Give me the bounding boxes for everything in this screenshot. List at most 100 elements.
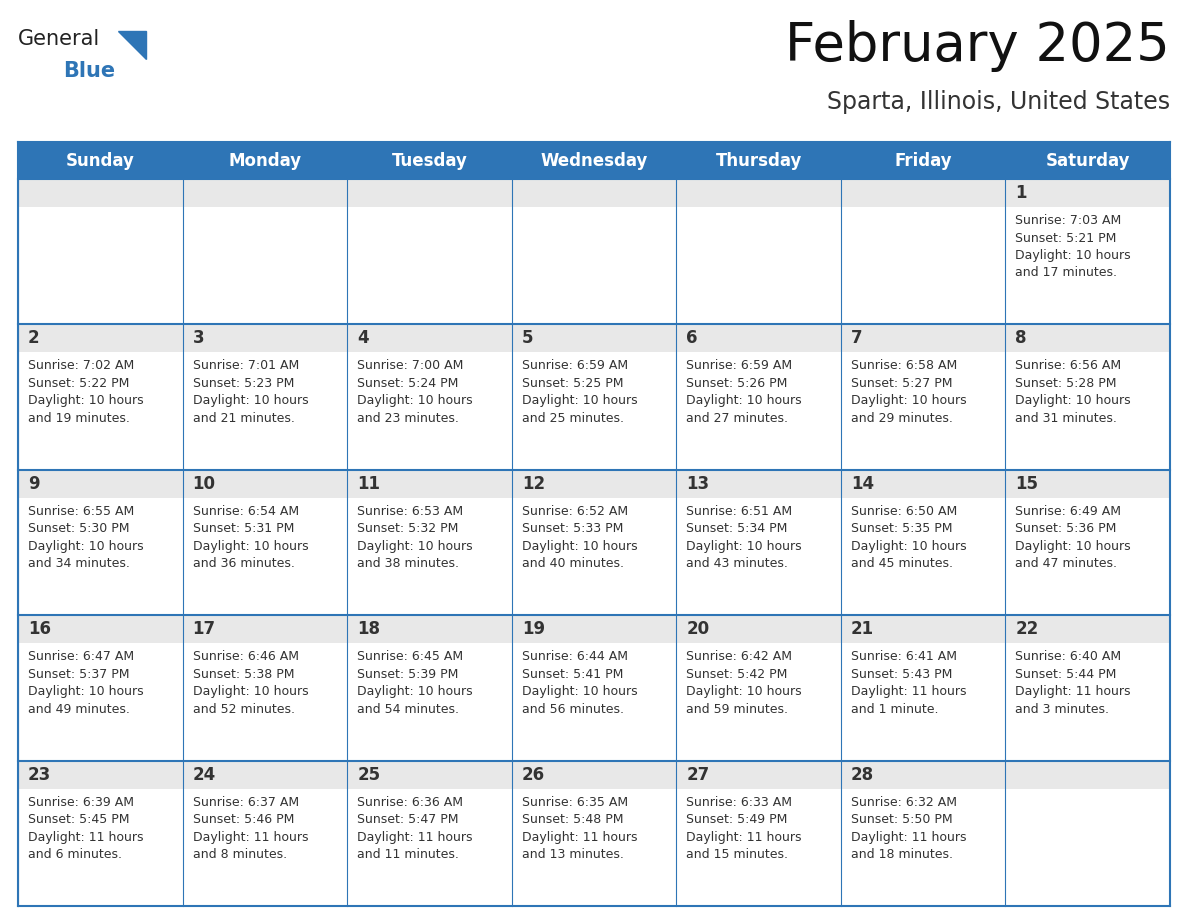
- Text: 19: 19: [522, 621, 545, 638]
- Bar: [1005, 353, 1170, 470]
- Bar: [1005, 789, 1170, 906]
- Text: Wednesday: Wednesday: [541, 151, 647, 170]
- Bar: [841, 644, 1005, 761]
- Text: 22: 22: [1016, 621, 1038, 638]
- Bar: [183, 644, 347, 761]
- Bar: [183, 789, 347, 906]
- Text: Sunday: Sunday: [65, 151, 134, 170]
- Text: Sunrise: 6:44 AM
Sunset: 5:41 PM
Daylight: 10 hours
and 56 minutes.: Sunrise: 6:44 AM Sunset: 5:41 PM Dayligh…: [522, 650, 637, 716]
- Bar: [512, 761, 676, 789]
- Bar: [1005, 615, 1170, 644]
- Bar: [18, 644, 183, 761]
- Bar: [512, 498, 676, 615]
- Bar: [183, 761, 347, 789]
- Bar: [676, 789, 841, 906]
- Bar: [676, 498, 841, 615]
- Text: Sunrise: 6:56 AM
Sunset: 5:28 PM
Daylight: 10 hours
and 31 minutes.: Sunrise: 6:56 AM Sunset: 5:28 PM Dayligh…: [1016, 360, 1131, 425]
- Text: 4: 4: [358, 330, 368, 347]
- Bar: [18, 207, 183, 324]
- Text: Sunrise: 6:33 AM
Sunset: 5:49 PM
Daylight: 11 hours
and 15 minutes.: Sunrise: 6:33 AM Sunset: 5:49 PM Dayligh…: [687, 796, 802, 861]
- Bar: [841, 353, 1005, 470]
- Bar: [676, 470, 841, 498]
- Bar: [18, 179, 183, 207]
- Bar: [347, 470, 512, 498]
- Bar: [1005, 324, 1170, 353]
- Text: February 2025: February 2025: [785, 20, 1170, 72]
- Bar: [676, 207, 841, 324]
- Text: Sunrise: 6:49 AM
Sunset: 5:36 PM
Daylight: 10 hours
and 47 minutes.: Sunrise: 6:49 AM Sunset: 5:36 PM Dayligh…: [1016, 505, 1131, 570]
- Bar: [183, 470, 347, 498]
- Text: Sunrise: 6:59 AM
Sunset: 5:26 PM
Daylight: 10 hours
and 27 minutes.: Sunrise: 6:59 AM Sunset: 5:26 PM Dayligh…: [687, 360, 802, 425]
- Text: Tuesday: Tuesday: [392, 151, 467, 170]
- Text: Sunrise: 6:36 AM
Sunset: 5:47 PM
Daylight: 11 hours
and 11 minutes.: Sunrise: 6:36 AM Sunset: 5:47 PM Dayligh…: [358, 796, 473, 861]
- Text: Sunrise: 6:42 AM
Sunset: 5:42 PM
Daylight: 10 hours
and 59 minutes.: Sunrise: 6:42 AM Sunset: 5:42 PM Dayligh…: [687, 650, 802, 716]
- Text: Sunrise: 6:45 AM
Sunset: 5:39 PM
Daylight: 10 hours
and 54 minutes.: Sunrise: 6:45 AM Sunset: 5:39 PM Dayligh…: [358, 650, 473, 716]
- Bar: [512, 324, 676, 353]
- Bar: [841, 179, 1005, 207]
- Text: 2: 2: [29, 330, 39, 347]
- Text: Sunrise: 7:01 AM
Sunset: 5:23 PM
Daylight: 10 hours
and 21 minutes.: Sunrise: 7:01 AM Sunset: 5:23 PM Dayligh…: [192, 360, 308, 425]
- Text: Saturday: Saturday: [1045, 151, 1130, 170]
- Text: Sunrise: 6:53 AM
Sunset: 5:32 PM
Daylight: 10 hours
and 38 minutes.: Sunrise: 6:53 AM Sunset: 5:32 PM Dayligh…: [358, 505, 473, 570]
- Bar: [841, 498, 1005, 615]
- Text: Sunrise: 6:51 AM
Sunset: 5:34 PM
Daylight: 10 hours
and 43 minutes.: Sunrise: 6:51 AM Sunset: 5:34 PM Dayligh…: [687, 505, 802, 570]
- Text: Sunrise: 7:00 AM
Sunset: 5:24 PM
Daylight: 10 hours
and 23 minutes.: Sunrise: 7:00 AM Sunset: 5:24 PM Dayligh…: [358, 360, 473, 425]
- Text: Friday: Friday: [895, 151, 952, 170]
- Bar: [18, 324, 183, 353]
- Bar: [183, 353, 347, 470]
- Text: 8: 8: [1016, 330, 1026, 347]
- Bar: [676, 644, 841, 761]
- Bar: [512, 615, 676, 644]
- Text: 27: 27: [687, 766, 709, 784]
- Text: Sunrise: 6:59 AM
Sunset: 5:25 PM
Daylight: 10 hours
and 25 minutes.: Sunrise: 6:59 AM Sunset: 5:25 PM Dayligh…: [522, 360, 637, 425]
- Text: 10: 10: [192, 475, 215, 493]
- Text: 15: 15: [1016, 475, 1038, 493]
- Bar: [676, 761, 841, 789]
- Bar: [676, 615, 841, 644]
- Text: Sparta, Illinois, United States: Sparta, Illinois, United States: [827, 90, 1170, 114]
- Text: Sunrise: 7:02 AM
Sunset: 5:22 PM
Daylight: 10 hours
and 19 minutes.: Sunrise: 7:02 AM Sunset: 5:22 PM Dayligh…: [29, 360, 144, 425]
- Text: Sunrise: 6:35 AM
Sunset: 5:48 PM
Daylight: 11 hours
and 13 minutes.: Sunrise: 6:35 AM Sunset: 5:48 PM Dayligh…: [522, 796, 637, 861]
- Text: Sunrise: 6:40 AM
Sunset: 5:44 PM
Daylight: 11 hours
and 3 minutes.: Sunrise: 6:40 AM Sunset: 5:44 PM Dayligh…: [1016, 650, 1131, 716]
- Text: 18: 18: [358, 621, 380, 638]
- Bar: [512, 470, 676, 498]
- Bar: [676, 324, 841, 353]
- Text: 6: 6: [687, 330, 697, 347]
- Bar: [347, 207, 512, 324]
- Text: 11: 11: [358, 475, 380, 493]
- Bar: [347, 179, 512, 207]
- Bar: [512, 207, 676, 324]
- Text: 24: 24: [192, 766, 216, 784]
- Text: 3: 3: [192, 330, 204, 347]
- Text: 1: 1: [1016, 184, 1026, 202]
- Bar: [512, 644, 676, 761]
- Bar: [1005, 470, 1170, 498]
- Text: Sunrise: 6:39 AM
Sunset: 5:45 PM
Daylight: 11 hours
and 6 minutes.: Sunrise: 6:39 AM Sunset: 5:45 PM Dayligh…: [29, 796, 144, 861]
- Bar: [1005, 498, 1170, 615]
- Bar: [18, 789, 183, 906]
- Text: 9: 9: [29, 475, 39, 493]
- Text: Sunrise: 6:54 AM
Sunset: 5:31 PM
Daylight: 10 hours
and 36 minutes.: Sunrise: 6:54 AM Sunset: 5:31 PM Dayligh…: [192, 505, 308, 570]
- Bar: [512, 353, 676, 470]
- Text: Sunrise: 6:58 AM
Sunset: 5:27 PM
Daylight: 10 hours
and 29 minutes.: Sunrise: 6:58 AM Sunset: 5:27 PM Dayligh…: [851, 360, 967, 425]
- Bar: [1005, 207, 1170, 324]
- Bar: [18, 470, 183, 498]
- Bar: [18, 498, 183, 615]
- Text: 25: 25: [358, 766, 380, 784]
- Bar: [347, 324, 512, 353]
- Bar: [1005, 761, 1170, 789]
- Bar: [347, 789, 512, 906]
- Bar: [841, 470, 1005, 498]
- Text: Blue: Blue: [63, 61, 115, 81]
- Polygon shape: [118, 31, 146, 59]
- Text: Monday: Monday: [228, 151, 302, 170]
- Bar: [183, 179, 347, 207]
- Text: Sunrise: 6:37 AM
Sunset: 5:46 PM
Daylight: 11 hours
and 8 minutes.: Sunrise: 6:37 AM Sunset: 5:46 PM Dayligh…: [192, 796, 308, 861]
- Text: Sunrise: 6:50 AM
Sunset: 5:35 PM
Daylight: 10 hours
and 45 minutes.: Sunrise: 6:50 AM Sunset: 5:35 PM Dayligh…: [851, 505, 967, 570]
- Text: 16: 16: [29, 621, 51, 638]
- Bar: [512, 179, 676, 207]
- Bar: [183, 498, 347, 615]
- Bar: [841, 789, 1005, 906]
- Text: 14: 14: [851, 475, 874, 493]
- Text: 28: 28: [851, 766, 874, 784]
